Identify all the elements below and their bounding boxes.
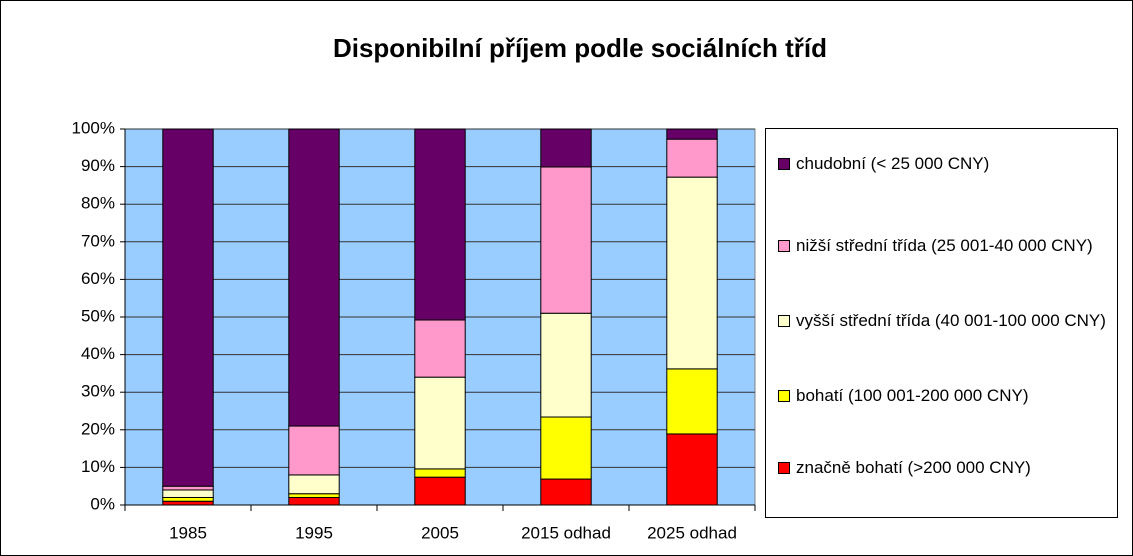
y-tick-label: 20% [81, 419, 115, 438]
bar-segment [666, 176, 718, 370]
legend-swatch [778, 315, 790, 327]
bar-segment [162, 496, 214, 502]
legend-label: chudobní (< 25 000 CNY) [796, 154, 990, 173]
legend-item: bohatí (100 001-200 000 CNY) [778, 383, 1113, 408]
legend-label: bohatí (100 001-200 000 CNY) [796, 386, 1029, 405]
bar-segment [288, 493, 340, 498]
y-tick-label: 80% [81, 194, 115, 213]
bar-segment [540, 128, 592, 168]
y-tick-label: 30% [81, 382, 115, 401]
chart-title: Disponibilní příjem podle sociálních tří… [333, 33, 827, 63]
y-tick-label: 70% [81, 231, 115, 250]
y-tick-label: 50% [81, 306, 115, 325]
legend-swatch [778, 462, 790, 474]
bar-segment [540, 478, 592, 506]
bar-segment [666, 138, 718, 178]
bar-segment [288, 128, 340, 427]
bar-segment [540, 312, 592, 418]
y-tick-label: 100% [72, 118, 115, 137]
y-tick-label: 60% [81, 269, 115, 288]
bar-segment [288, 425, 340, 476]
bar-segment [540, 416, 592, 480]
x-tick-label: 2025 odhad [647, 523, 737, 542]
bar-segment [162, 489, 214, 498]
bar-segment [414, 128, 466, 321]
legend-label: značně bohatí (>200 000 CNY) [796, 458, 1031, 477]
x-tick-label: 1995 [295, 523, 333, 542]
legend-item: značně bohatí (>200 000 CNY) [778, 455, 1113, 480]
legend-swatch [778, 158, 790, 170]
bar-segment [666, 368, 718, 435]
legend-item: vyšší střední třída (40 001-100 000 CNY) [778, 308, 1113, 333]
legend-swatch [778, 390, 790, 402]
bar-segment [414, 376, 466, 470]
bar-segment [414, 468, 466, 478]
legend-item: nižší střední třída (25 001-40 000 CNY) [778, 233, 1113, 258]
bar-segment [414, 319, 466, 378]
bar-segment [540, 166, 592, 314]
y-tick-label: 10% [81, 457, 115, 476]
legend: chudobní (< 25 000 CNY) nižší střední tří… [765, 128, 1118, 518]
bar-segment [666, 128, 718, 140]
bar-segment [162, 128, 214, 487]
bar-segment [414, 476, 466, 506]
x-tick-label: 2005 [421, 523, 459, 542]
legend-swatch [778, 240, 790, 252]
x-tick-label: 1985 [169, 523, 207, 542]
y-tick-label: 90% [81, 156, 115, 175]
legend-label: nižší střední třída (25 001-40 000 CNY) [796, 236, 1093, 255]
y-tick-label: 40% [81, 344, 115, 363]
bar-segment [666, 433, 718, 506]
bar-segment [288, 474, 340, 495]
y-tick-label: 0% [90, 494, 115, 513]
bar-segment [288, 496, 340, 506]
bar-segment [162, 485, 214, 491]
legend-label: vyšší střední třída (40 001-100 000 CNY) [796, 311, 1106, 330]
x-tick-label: 2015 odhad [521, 523, 611, 542]
bar-segment [162, 500, 214, 506]
legend-item: chudobní (< 25 000 CNY) [778, 151, 1113, 176]
